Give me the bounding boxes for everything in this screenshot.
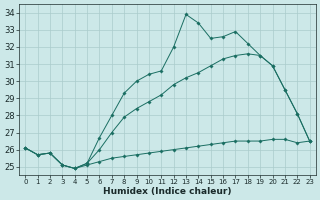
X-axis label: Humidex (Indice chaleur): Humidex (Indice chaleur) [103,187,232,196]
